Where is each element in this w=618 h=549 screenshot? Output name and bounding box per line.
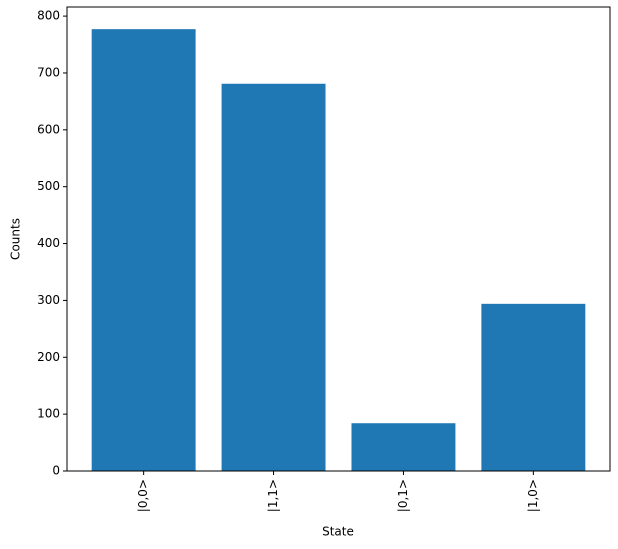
y-tick-label: 700 <box>37 65 60 79</box>
bar <box>91 29 196 471</box>
x-tick-label: |1,0> <box>526 479 540 512</box>
y-tick-label: 100 <box>37 407 60 421</box>
y-tick-label: 0 <box>52 464 60 478</box>
y-axis-label: Counts <box>9 218 23 260</box>
y-tick-label: 300 <box>37 293 60 307</box>
bar <box>481 303 586 471</box>
y-tick-label: 400 <box>37 236 60 250</box>
x-tick-label: |0,0> <box>136 479 150 512</box>
plot-frame <box>66 6 611 472</box>
y-tick-label: 800 <box>37 9 60 23</box>
x-axis-label: State <box>322 525 354 539</box>
x-tick-label: |0,1> <box>396 479 410 512</box>
y-tick-label: 600 <box>37 122 60 136</box>
y-tick-label: 200 <box>37 350 60 364</box>
y-tick-label: 500 <box>37 179 60 193</box>
bar <box>351 423 456 471</box>
x-tick-label: |1,1> <box>266 479 280 512</box>
bar <box>221 83 326 471</box>
